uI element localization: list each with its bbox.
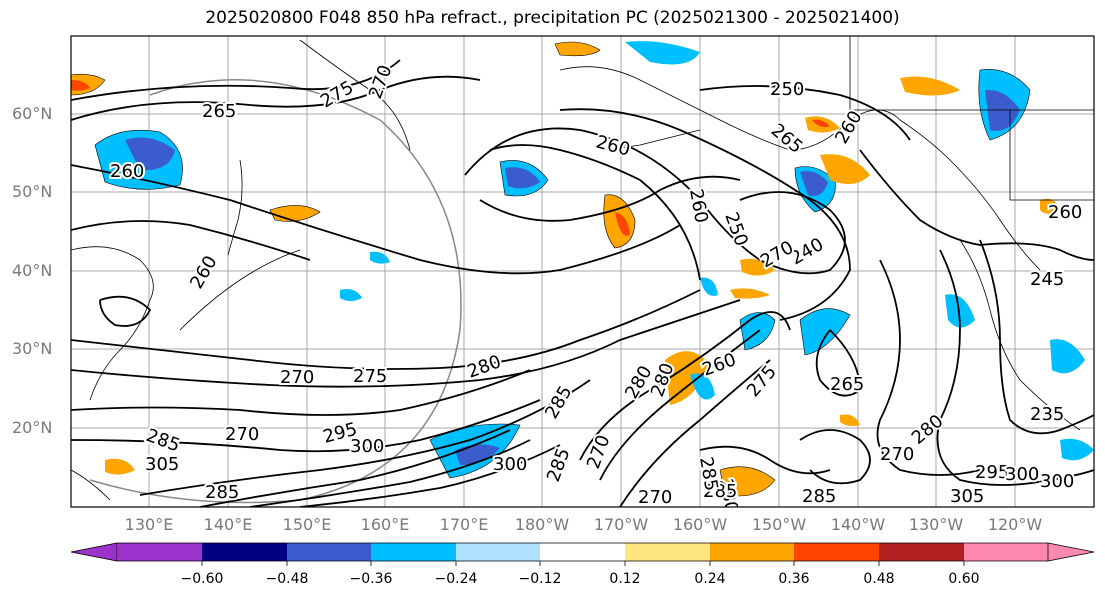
- colorbar-bin: [371, 543, 456, 561]
- contour-label: 245: [1030, 269, 1064, 290]
- contour-label: 305: [145, 454, 179, 475]
- coastlines: [71, 36, 1094, 501]
- colorbar-bin: [117, 543, 202, 561]
- map-frame: [70, 35, 1095, 508]
- longitude-label: 140°E: [203, 515, 253, 534]
- contour-label: 270: [225, 424, 259, 445]
- colorbar-tick-label: −0.48: [265, 571, 309, 587]
- figure-title: 2025020800 F048 850 hPa refract., precip…: [205, 8, 900, 28]
- longitude-label: 160°W: [672, 515, 728, 534]
- colorbar-tick-label: 0.12: [609, 571, 641, 587]
- contour-label: 280: [715, 477, 742, 514]
- colorbar-tick-label: 0.48: [863, 571, 895, 587]
- contour-label: 295: [975, 462, 1009, 483]
- colorbar-tick-label: −0.60: [180, 571, 224, 587]
- contour-label: 265: [830, 374, 864, 395]
- latitude-label: 30°N: [12, 339, 53, 358]
- contour-label: 260: [110, 161, 144, 182]
- colorbar-bin: [879, 543, 964, 561]
- longitude-label: 170°W: [593, 515, 649, 534]
- colorbar-tick-label: 0.24: [694, 571, 726, 587]
- latitude-label: 20°N: [12, 418, 53, 437]
- colorbar-bin: [710, 543, 794, 561]
- latitude-label: 40°N: [12, 261, 53, 280]
- latitude-label: 60°N: [12, 104, 53, 123]
- contour-label: 285: [205, 482, 239, 503]
- contour-label: 285: [802, 486, 836, 507]
- contour-label: 300: [350, 436, 384, 457]
- contour-label: 260: [1048, 202, 1082, 223]
- contour-label: 285: [703, 481, 737, 502]
- contour-label: 235: [1030, 404, 1064, 425]
- longitude-label: 150°E: [282, 515, 332, 534]
- colorbar-tick-label: 0.36: [778, 571, 810, 587]
- contour-label: 300: [1005, 464, 1039, 485]
- colorbar-bin: [964, 543, 1048, 561]
- colorbar-tick-label: −0.36: [349, 571, 393, 587]
- colorbar-bin: [540, 543, 625, 561]
- longitude-label: 170°E: [439, 515, 489, 534]
- longitude-label: 130°W: [908, 515, 964, 534]
- colorbar-tick-label: −0.12: [518, 571, 562, 587]
- latitude-label: 50°N: [12, 182, 53, 201]
- colorbar-bin: [202, 543, 287, 561]
- contour-label: 305: [950, 486, 984, 507]
- colorbar-bin: [456, 543, 540, 561]
- longitude-label: 130°E: [124, 515, 174, 534]
- colorbar-bin: [287, 543, 371, 561]
- longitude-label: 180°W: [514, 515, 570, 534]
- longitude-label: 150°W: [751, 515, 807, 534]
- colorbar-tick-label: 0.60: [948, 571, 980, 587]
- colorbar-min-extend: [70, 542, 118, 562]
- contour-label: 270: [638, 487, 672, 508]
- contour-label: 265: [202, 101, 236, 122]
- longitude-label: 140°W: [830, 515, 886, 534]
- longitude-label: 120°W: [987, 515, 1043, 534]
- colorbar: [70, 542, 1095, 566]
- longitude-label: 160°E: [360, 515, 410, 534]
- colorbar-bin: [794, 543, 879, 561]
- refractivity-contours: [71, 59, 1094, 507]
- contour-label: 275: [353, 366, 387, 387]
- contour-label: 250: [770, 79, 804, 100]
- precipitation-shading: [71, 41, 1094, 497]
- contour-label: 300: [1040, 471, 1074, 492]
- contour-label: 270: [880, 444, 914, 465]
- contour-label: 300: [493, 454, 527, 475]
- colorbar-bin: [625, 543, 710, 561]
- colorbar-max-extend: [1047, 542, 1095, 562]
- colorbar-tick-label: −0.24: [434, 571, 478, 587]
- contour-label: 270: [280, 367, 314, 388]
